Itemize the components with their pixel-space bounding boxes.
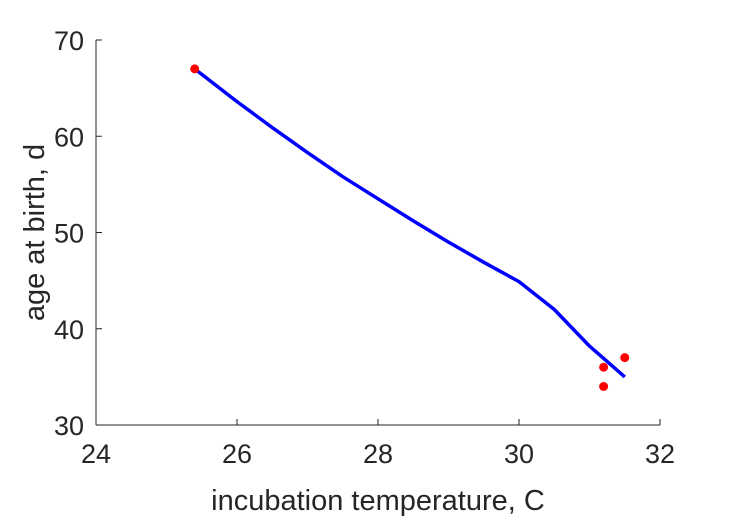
x-ticks: 24 26 28 30 32 <box>81 419 675 469</box>
x-tick-label: 30 <box>504 439 534 469</box>
y-tick-label: 60 <box>54 122 84 152</box>
x-tick-label: 24 <box>81 439 111 469</box>
data-point <box>190 64 200 74</box>
x-tick-label: 28 <box>363 439 393 469</box>
y-axis-label: age at birth, d <box>19 144 51 321</box>
x-tick-label: 32 <box>645 439 675 469</box>
x-axis-label: incubation temperature, C <box>211 485 545 517</box>
y-tick-label: 40 <box>54 315 84 345</box>
fit-curve <box>193 67 626 379</box>
data-point <box>599 362 609 372</box>
x-tick-label: 26 <box>222 439 252 469</box>
y-ticks: 30 40 50 60 70 <box>54 26 102 441</box>
series-layer <box>190 64 630 391</box>
y-tick-label: 30 <box>54 411 84 441</box>
data-point <box>620 353 630 363</box>
axes <box>95 40 660 426</box>
y-tick-label: 70 <box>54 26 84 56</box>
y-tick-label: 50 <box>54 219 84 249</box>
data-point <box>599 382 609 391</box>
